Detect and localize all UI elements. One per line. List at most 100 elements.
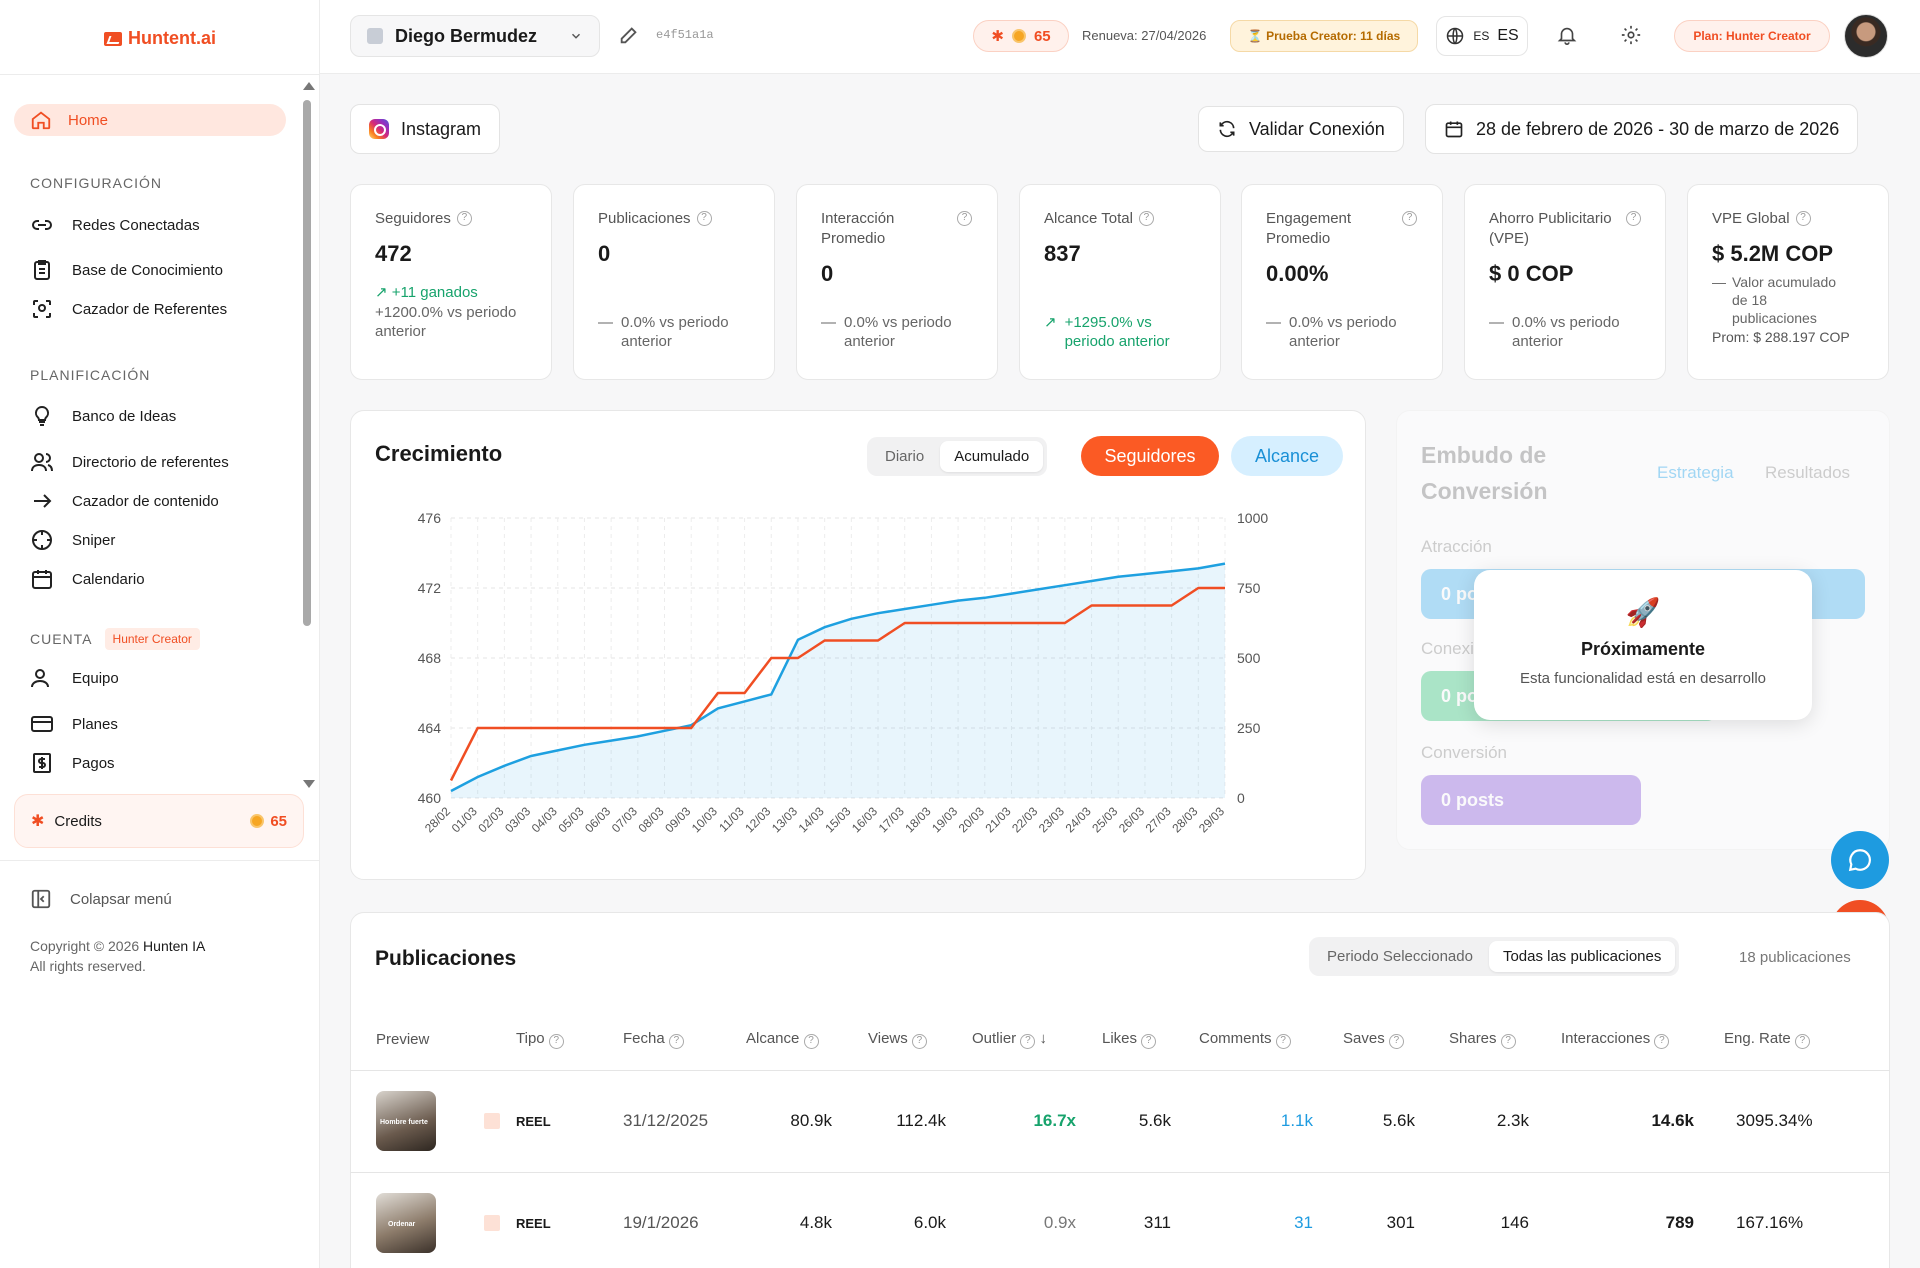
sidebar: Huntent.ai Home CONFIGURACIÓN Redes Cone… bbox=[0, 0, 320, 1268]
info-icon[interactable]: ? bbox=[1138, 211, 1154, 226]
alcance-toggle-button[interactable]: Alcance bbox=[1231, 436, 1343, 476]
chat-bubble-icon bbox=[1848, 849, 1871, 872]
sidebar-item-calendario[interactable]: Calendario bbox=[30, 567, 145, 591]
post-thumbnail[interactable]: Ordenar bbox=[376, 1193, 436, 1253]
tab-estrategia[interactable]: Estrategia bbox=[1657, 463, 1734, 482]
post-select-checkbox[interactable] bbox=[484, 1113, 500, 1129]
sidebar-item-label: Home bbox=[68, 111, 109, 129]
info-icon[interactable]: ? bbox=[1795, 211, 1811, 226]
col-tipo[interactable]: Tipo ? bbox=[516, 1010, 623, 1071]
growth-panel: Crecimiento Diario Acumulado Seguidores … bbox=[350, 410, 1366, 880]
x-tick-label: 08/03 bbox=[636, 804, 667, 835]
col-alcance[interactable]: Alcance ? bbox=[746, 1010, 868, 1071]
seguidores-toggle-button[interactable]: Seguidores bbox=[1081, 436, 1219, 476]
avatar[interactable] bbox=[1844, 14, 1888, 58]
sidebar-item-cazador-contenido[interactable]: Cazador de contenido bbox=[30, 489, 219, 513]
logo-icon bbox=[104, 31, 122, 46]
gear-icon[interactable] bbox=[1620, 24, 1642, 46]
kpi-label: Ahorro Publicitario (VPE) bbox=[1489, 210, 1612, 247]
info-icon[interactable]: ? bbox=[696, 211, 712, 226]
cell-tipo: REEL bbox=[516, 1172, 623, 1268]
sidebar-item-banco-ideas[interactable]: Banco de Ideas bbox=[30, 404, 176, 428]
x-tick-label: 29/03 bbox=[1196, 804, 1227, 835]
col-comments[interactable]: Comments ? bbox=[1199, 1010, 1343, 1071]
credits-box[interactable]: ✱ Credits 65 bbox=[14, 794, 304, 848]
y-right-tick-label: 250 bbox=[1237, 720, 1261, 736]
account-selector[interactable]: Diego Bermudez bbox=[350, 15, 600, 57]
sidebar-item-home[interactable]: Home bbox=[14, 104, 286, 136]
credits-chip[interactable]: ✱ 65 bbox=[973, 20, 1069, 52]
plan-button[interactable]: Plan: Hunter Creator bbox=[1674, 20, 1830, 52]
cell-interacciones: 14.6k bbox=[1561, 1070, 1724, 1173]
sidebar-item-cazador-referentes[interactable]: Cazador de Referentes bbox=[30, 297, 227, 321]
table-header-row: Preview Tipo ? Fecha ? Alcance ? Views ?… bbox=[350, 1010, 1890, 1071]
popup-text: Esta funcionalidad está en desarrollo bbox=[1520, 670, 1766, 687]
tab-todas-publicaciones[interactable]: Todas las publicaciones bbox=[1488, 941, 1676, 972]
info-icon[interactable]: ? bbox=[1626, 211, 1641, 226]
x-tick-label: 13/03 bbox=[769, 804, 800, 835]
info-icon[interactable]: ? bbox=[957, 211, 972, 226]
sidebar-item-directorio-referentes[interactable]: Directorio de referentes bbox=[30, 450, 229, 474]
logo-text: Huntent.ai bbox=[128, 28, 216, 48]
kpi-delta: 0.0% vs periodo anterior bbox=[844, 314, 952, 350]
funnel-stage-bar: 0 posts bbox=[1421, 775, 1641, 825]
cell-comments[interactable]: 31 bbox=[1199, 1172, 1343, 1268]
refresh-icon bbox=[1219, 120, 1235, 138]
col-outlier[interactable]: Outlier ? ↓ bbox=[972, 1010, 1102, 1071]
network-selector[interactable]: Instagram bbox=[350, 104, 501, 154]
post-select-checkbox[interactable] bbox=[484, 1215, 500, 1231]
col-interacciones[interactable]: Interacciones ? bbox=[1561, 1010, 1724, 1071]
sidebar-item-pagos[interactable]: Pagos bbox=[30, 751, 115, 775]
collapse-label: Colapsar menú bbox=[70, 890, 172, 908]
x-tick-label: 14/03 bbox=[796, 804, 827, 835]
validate-connection-button[interactable]: Validar Conexión bbox=[1198, 106, 1404, 152]
col-likes[interactable]: Likes ? bbox=[1102, 1010, 1199, 1071]
trial-badge[interactable]: ⏳ Prueba Creator: 11 días bbox=[1230, 20, 1418, 52]
col-shares[interactable]: Shares ? bbox=[1449, 1010, 1561, 1071]
sidebar-item-redes-conectadas[interactable]: Redes Conectadas bbox=[30, 213, 200, 237]
col-saves[interactable]: Saves ? bbox=[1343, 1010, 1449, 1071]
language-selector[interactable]: ES ES bbox=[1436, 16, 1528, 56]
chat-fab-button[interactable] bbox=[1831, 831, 1889, 889]
info-icon[interactable]: ? bbox=[456, 211, 472, 226]
sidebar-scrollbar[interactable] bbox=[303, 100, 311, 626]
info-icon[interactable]: ? bbox=[1402, 211, 1417, 226]
sidebar-item-base-conocimiento[interactable]: Base de Conocimiento bbox=[30, 258, 223, 282]
language-code: ES bbox=[1473, 29, 1490, 43]
table-row[interactable]: Ordenar REEL 19/1/2026 4.8k 6.0k 0.9x 31… bbox=[350, 1172, 1890, 1268]
collapse-menu-button[interactable]: Colapsar menú bbox=[30, 888, 172, 910]
x-tick-label: 11/03 bbox=[716, 804, 747, 835]
kpi-vpe-global: VPE Global? $ 5.2M COP — Valor acumulado … bbox=[1687, 184, 1889, 380]
tab-resultados[interactable]: Resultados bbox=[1765, 463, 1851, 482]
col-eng-rate[interactable]: Eng. Rate ? bbox=[1724, 1010, 1890, 1071]
tab-acumulado[interactable]: Acumulado bbox=[940, 441, 1044, 472]
sidebar-collapse-icon bbox=[31, 889, 51, 909]
sidebar-item-label: Directorio de referentes bbox=[72, 453, 229, 471]
kpi-ahorro-vpe: Ahorro Publicitario (VPE)? $ 0 COP — 0.0%… bbox=[1464, 184, 1666, 380]
table-row[interactable]: Hombre fuerte REEL 31/12/2025 80.9k 112.… bbox=[350, 1070, 1890, 1173]
tab-periodo-seleccionado[interactable]: Periodo Seleccionado bbox=[1327, 948, 1473, 965]
kpi-label: Interacción Promedio bbox=[821, 210, 895, 247]
sidebar-item-equipo[interactable]: Equipo bbox=[30, 666, 119, 690]
sidebar-item-planes[interactable]: Planes bbox=[30, 712, 118, 736]
col-fecha[interactable]: Fecha ? bbox=[623, 1010, 746, 1071]
trend-up-icon: ↗ bbox=[1044, 314, 1057, 331]
post-thumbnail[interactable]: Hombre fuerte bbox=[376, 1091, 436, 1151]
arrow-right-icon bbox=[34, 494, 52, 508]
kpi-delta: 0.0% vs periodo anterior bbox=[621, 314, 729, 350]
y-right-tick-label: 750 bbox=[1237, 580, 1261, 596]
sidebar-item-label: Banco de Ideas bbox=[72, 407, 177, 425]
x-tick-label: 07/03 bbox=[609, 804, 640, 835]
app-logo[interactable]: Huntent.ai bbox=[104, 28, 216, 49]
cell-comments[interactable]: 1.1k bbox=[1199, 1070, 1343, 1173]
date-range-picker[interactable]: 28 de febrero de 2026 - 30 de marzo de 2… bbox=[1425, 104, 1859, 154]
edit-pencil-icon[interactable] bbox=[618, 24, 640, 46]
scroll-down-arrow-icon[interactable] bbox=[303, 780, 315, 788]
tab-diario[interactable]: Diario bbox=[885, 448, 925, 465]
scroll-up-arrow-icon[interactable] bbox=[303, 82, 315, 90]
users-icon bbox=[31, 453, 53, 472]
sidebar-item-sniper[interactable]: Sniper bbox=[30, 528, 115, 552]
col-views[interactable]: Views ? bbox=[868, 1010, 972, 1071]
bell-icon[interactable] bbox=[1556, 24, 1578, 46]
cell-alcance: 4.8k bbox=[746, 1172, 868, 1268]
